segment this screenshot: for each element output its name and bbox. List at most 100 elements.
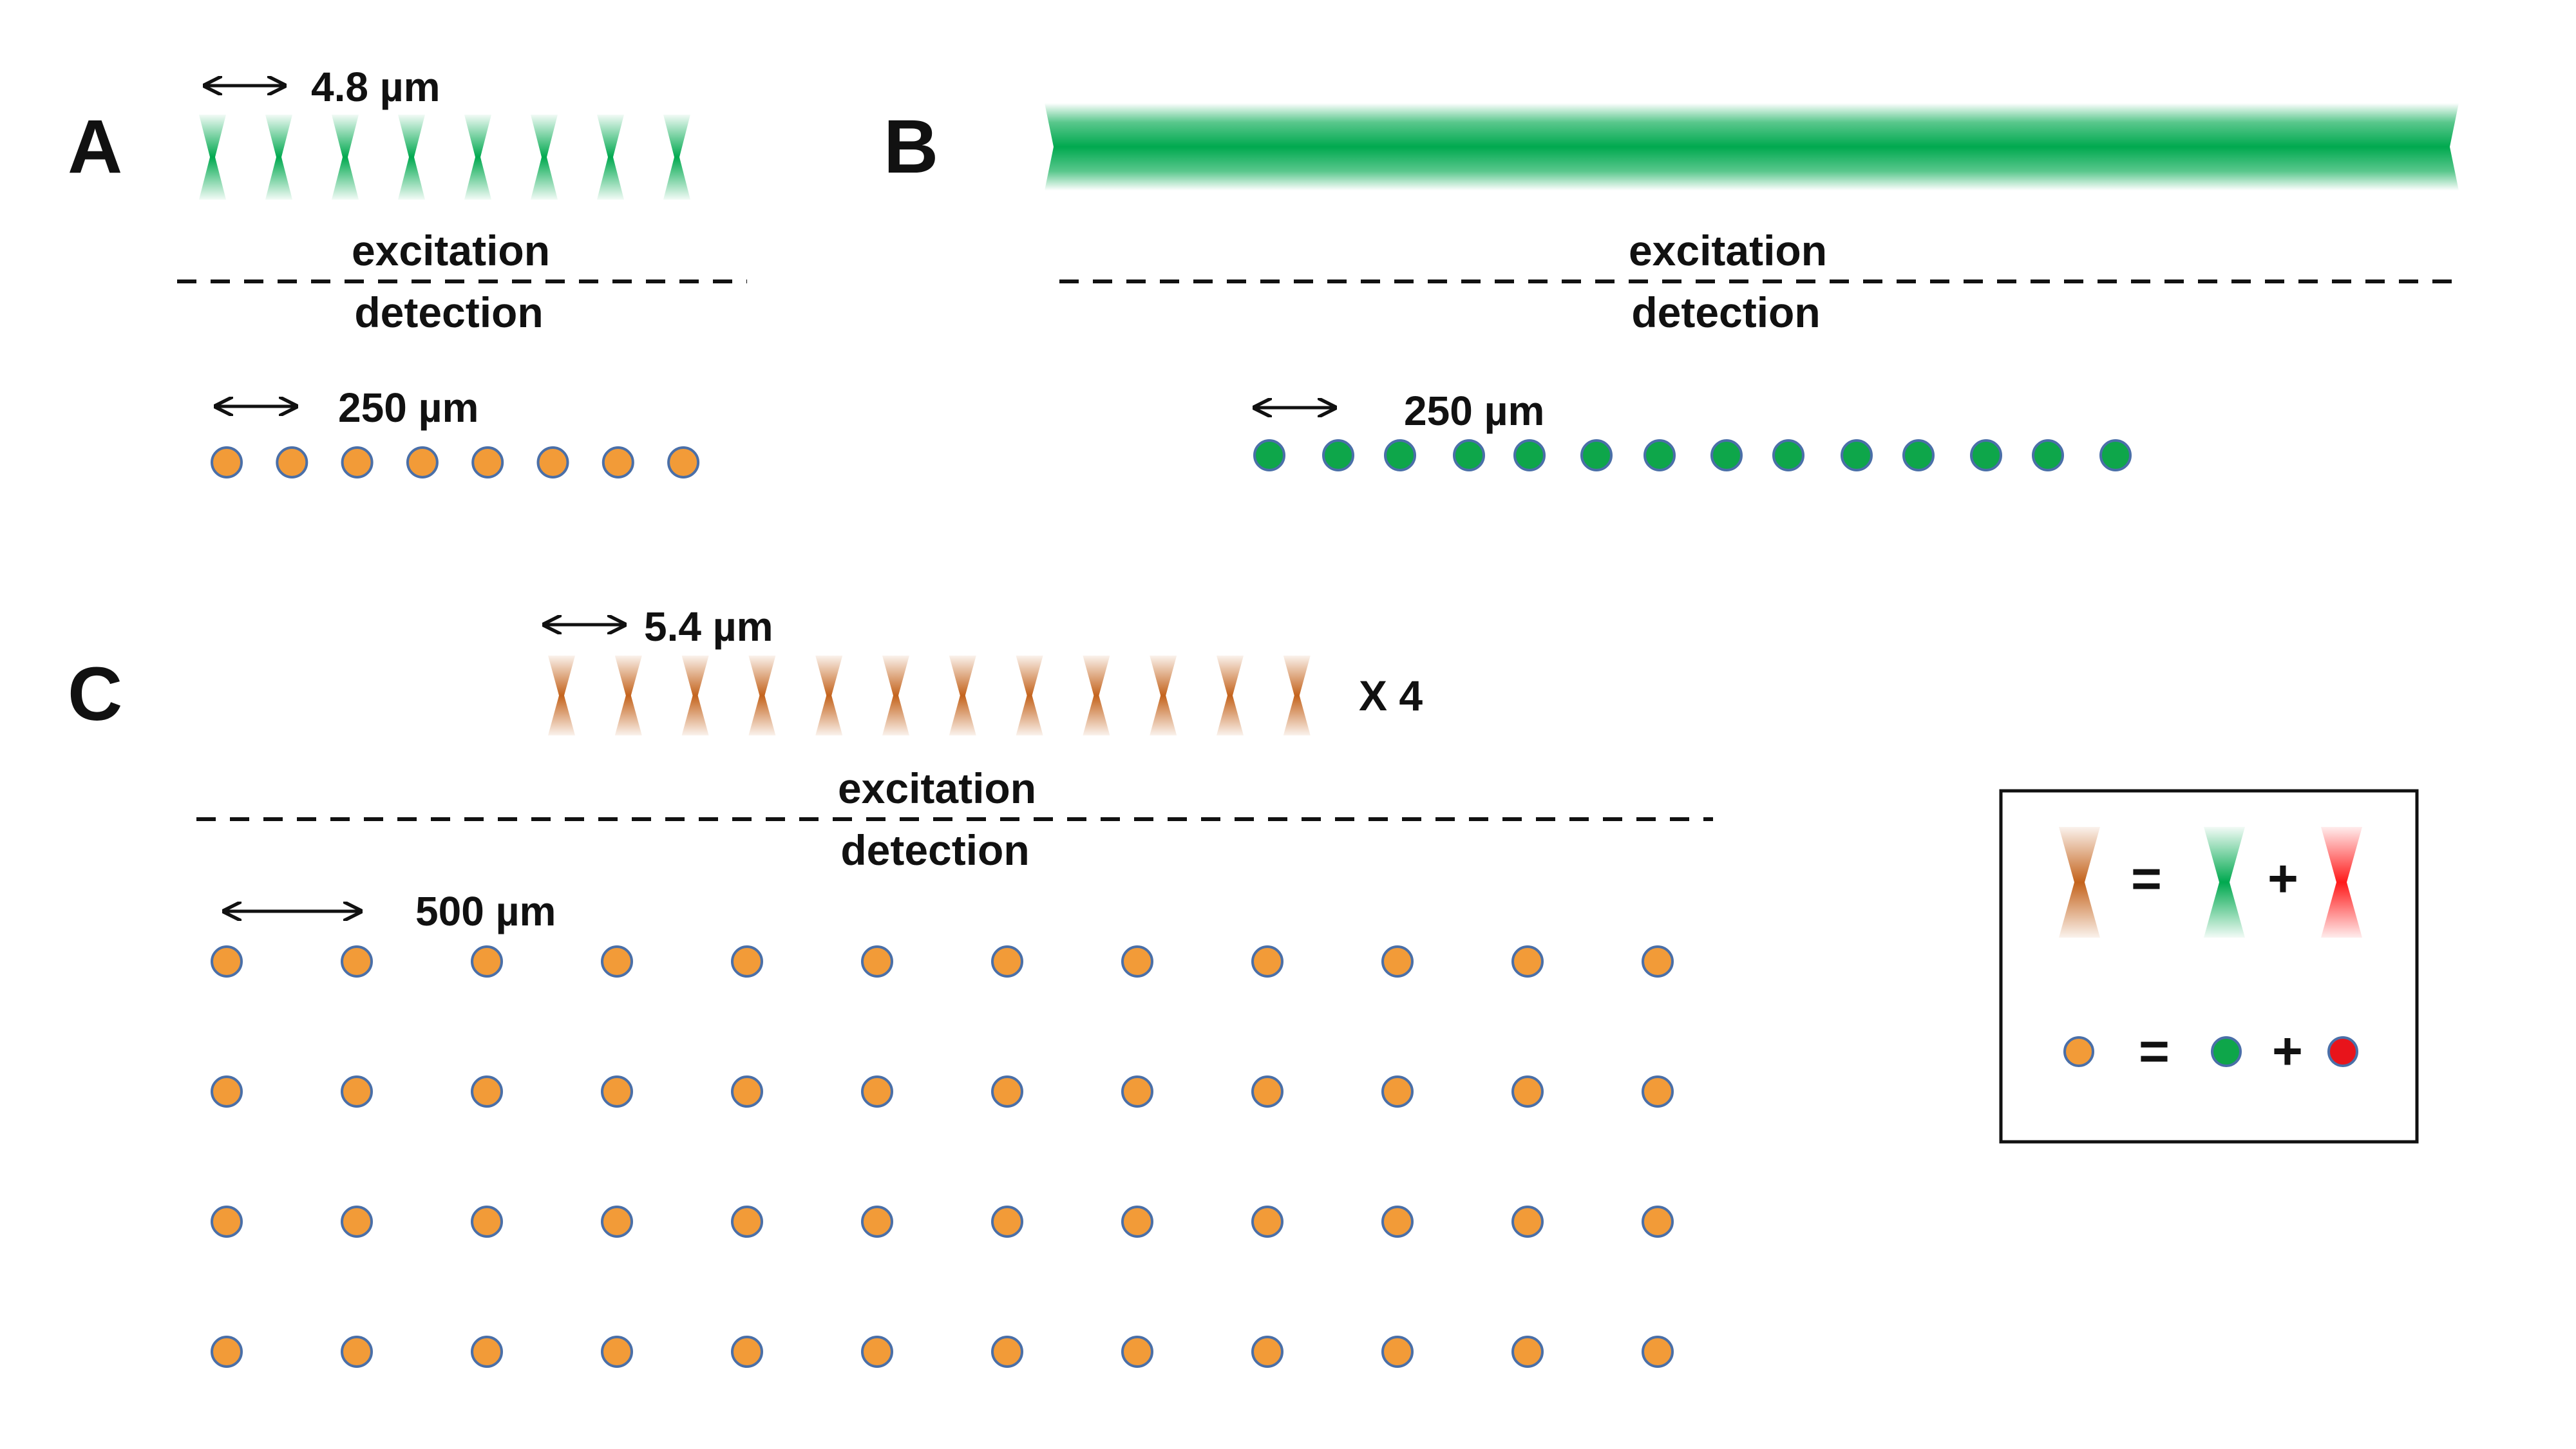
detector-dot bbox=[601, 446, 634, 478]
excitation-beam bbox=[815, 656, 843, 735]
detector-dot bbox=[1841, 439, 1873, 471]
detector-dot bbox=[1381, 1075, 1414, 1108]
legend-red-dot-icon bbox=[2327, 1036, 2358, 1067]
detector-dot bbox=[731, 945, 763, 978]
panel-b-detection-label: detection bbox=[1631, 289, 1820, 336]
detector-dot bbox=[731, 1336, 763, 1368]
detector-dot bbox=[1121, 945, 1153, 978]
detector-dot bbox=[1322, 439, 1354, 471]
detector-dot bbox=[1513, 439, 1546, 471]
panel-c: C 5.4 µm X 4 excitation detection 500 µm bbox=[68, 603, 1713, 1368]
panel-c-excitation-beams bbox=[548, 656, 1311, 735]
detector-dot bbox=[601, 1075, 633, 1108]
panel-b-letter: B bbox=[884, 104, 938, 189]
detector-dot bbox=[1642, 1075, 1674, 1108]
legend-plus-dots: + bbox=[2272, 1022, 2303, 1081]
detector-dot bbox=[211, 1336, 243, 1368]
detector-dot bbox=[471, 446, 504, 478]
detector-dot bbox=[471, 1206, 503, 1238]
detector-dot bbox=[731, 1075, 763, 1108]
excitation-beam bbox=[681, 656, 709, 735]
detector-dot bbox=[536, 446, 569, 478]
detector-dot bbox=[667, 446, 700, 478]
panel-c-beam-spacing-label: 5.4 µm bbox=[644, 603, 773, 650]
detector-dot bbox=[861, 945, 893, 978]
excitation-beam bbox=[531, 115, 558, 200]
legend-equals-beams: = bbox=[2131, 849, 2162, 908]
excitation-beam bbox=[614, 656, 642, 735]
excitation-beam bbox=[597, 115, 624, 200]
detector-dot bbox=[1253, 439, 1285, 471]
legend-plus-beams: + bbox=[2268, 849, 2298, 908]
excitation-beam bbox=[1016, 656, 1043, 735]
detector-dot bbox=[1511, 1075, 1544, 1108]
detector-dot bbox=[1642, 1206, 1674, 1238]
detector-dot bbox=[211, 1206, 243, 1238]
detector-dot bbox=[276, 446, 308, 478]
detector-dot bbox=[1511, 1336, 1544, 1368]
detector-dot bbox=[1902, 439, 1935, 471]
panel-b-detector-spacing-label: 250 µm bbox=[1404, 388, 1544, 434]
detector-dot bbox=[991, 945, 1023, 978]
legend-green-beam-icon bbox=[2204, 827, 2245, 938]
detector-dot bbox=[341, 945, 373, 978]
detector-dot bbox=[1643, 439, 1676, 471]
panel-a-beam-spacing-label: 4.8 µm bbox=[311, 64, 440, 110]
panel-a-excitation-label: excitation bbox=[352, 227, 550, 274]
detector-dot bbox=[1121, 1336, 1153, 1368]
detector-dot bbox=[2099, 439, 2132, 471]
detector-dot bbox=[1121, 1206, 1153, 1238]
detector-dot bbox=[341, 446, 374, 478]
detector-dot bbox=[1511, 1206, 1544, 1238]
excitation-beam bbox=[199, 115, 226, 200]
panel-c-letter: C bbox=[68, 652, 122, 737]
detector-dot bbox=[1251, 1336, 1283, 1368]
excitation-beam bbox=[949, 656, 976, 735]
panel-b-excitation-label: excitation bbox=[1629, 227, 1827, 274]
detector-dot bbox=[1121, 1075, 1153, 1108]
detector-dot bbox=[471, 1336, 503, 1368]
excitation-beam bbox=[464, 115, 491, 200]
detector-dot bbox=[1251, 1075, 1283, 1108]
detector-dot bbox=[1580, 439, 1613, 471]
detector-dot bbox=[731, 1206, 763, 1238]
panel-c-detector-spacing-label: 500 µm bbox=[415, 888, 556, 934]
detector-dot bbox=[991, 1336, 1023, 1368]
detector-dot bbox=[861, 1206, 893, 1238]
panel-b: B excitation detection 250 µm bbox=[884, 103, 2459, 471]
detector-dot bbox=[1710, 439, 1743, 471]
legend: = + = + bbox=[1999, 789, 2419, 1144]
panel-a-detection-label: detection bbox=[354, 289, 543, 336]
detector-dot bbox=[1381, 1336, 1414, 1368]
excitation-beam bbox=[1083, 656, 1110, 735]
detector-dot bbox=[601, 945, 633, 978]
panel-b-light-sheet bbox=[1045, 103, 2459, 191]
detector-dot bbox=[341, 1206, 373, 1238]
detector-dot bbox=[1511, 945, 1544, 978]
panel-a-excitation-beams bbox=[199, 115, 690, 200]
detector-dot bbox=[1970, 439, 2002, 471]
detector-dot bbox=[1381, 1206, 1414, 1238]
excitation-beam bbox=[1217, 656, 1244, 735]
detector-dot bbox=[471, 1075, 503, 1108]
panel-c-detector-grid bbox=[211, 945, 1674, 1368]
detector-dot bbox=[471, 945, 503, 978]
detector-dot bbox=[341, 1336, 373, 1368]
panel-c-detection-label: detection bbox=[840, 826, 1029, 874]
detector-dot bbox=[211, 446, 243, 478]
excitation-beam bbox=[663, 115, 690, 200]
detector-dot bbox=[211, 945, 243, 978]
detector-dot bbox=[406, 446, 439, 478]
excitation-beam bbox=[882, 656, 909, 735]
legend-equals-dots: = bbox=[2139, 1022, 2170, 1081]
detector-dot bbox=[1384, 439, 1416, 471]
excitation-beam bbox=[265, 115, 292, 200]
excitation-beam bbox=[748, 656, 776, 735]
detector-dot bbox=[601, 1206, 633, 1238]
legend-brown-beam-icon bbox=[2059, 827, 2100, 938]
panel-a-detector-spacing-label: 250 µm bbox=[338, 384, 478, 431]
excitation-beam bbox=[1150, 656, 1177, 735]
panel-c-multiplier-label: X 4 bbox=[1359, 672, 1423, 719]
excitation-beam bbox=[1283, 656, 1311, 735]
